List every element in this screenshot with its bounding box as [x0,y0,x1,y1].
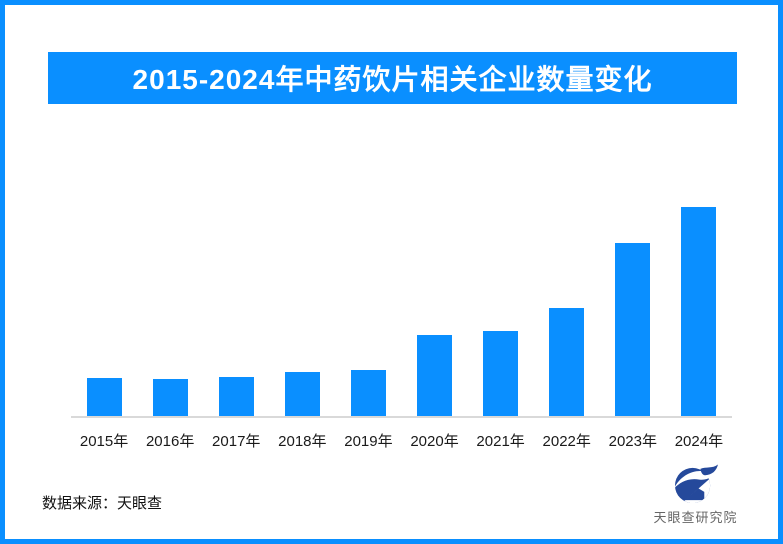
x-axis-label-2016: 2016年 [145,433,195,450]
chart-bar-2016 [152,378,188,416]
chart-bar-2018 [284,372,320,416]
chart-bar-2015 [86,378,122,416]
chart-bar-2021 [483,330,519,416]
x-axis-label-2020: 2020年 [410,433,459,450]
chart-bar-2024 [681,207,717,416]
x-axis-label-2022: 2022年 [542,433,591,450]
chart-bar-2020 [417,334,453,416]
chart-bar-2023 [615,243,651,416]
x-axis-label-2024: 2024年 [674,433,724,450]
x-axis-label-2015: 2015年 [79,433,129,450]
chart-bar-2017 [218,376,254,416]
data-source-label: 数据来源：天眼查 [42,495,163,512]
chart-bar-2022 [549,308,585,416]
x-axis-label-2023: 2023年 [608,433,657,450]
x-axis-label-2021: 2021年 [476,433,525,450]
chart-bar-2019 [350,369,386,416]
x-axis-label-2018: 2018年 [278,433,327,450]
tianyancha-logo-text: 天眼查研究院 [653,510,738,525]
x-axis-labels: 2015年 2016年 2017年 2018年 2019年 2020年 2021年 2022年… [71,430,732,451]
x-axis-label-2017: 2017年 [212,433,261,450]
tianyancha-logo: 天眼查研究院 [648,463,743,526]
tianyancha-logo-icon [674,464,718,504]
chart-title-banner: 2015-2024年中药饮片相关企业数量变化 [48,52,737,104]
bar-chart-plot-area [71,207,732,418]
x-axis-label-2019: 2019年 [344,433,393,450]
chart-title: 2015-2024年中药饮片相关企业数量变化 [132,64,653,95]
